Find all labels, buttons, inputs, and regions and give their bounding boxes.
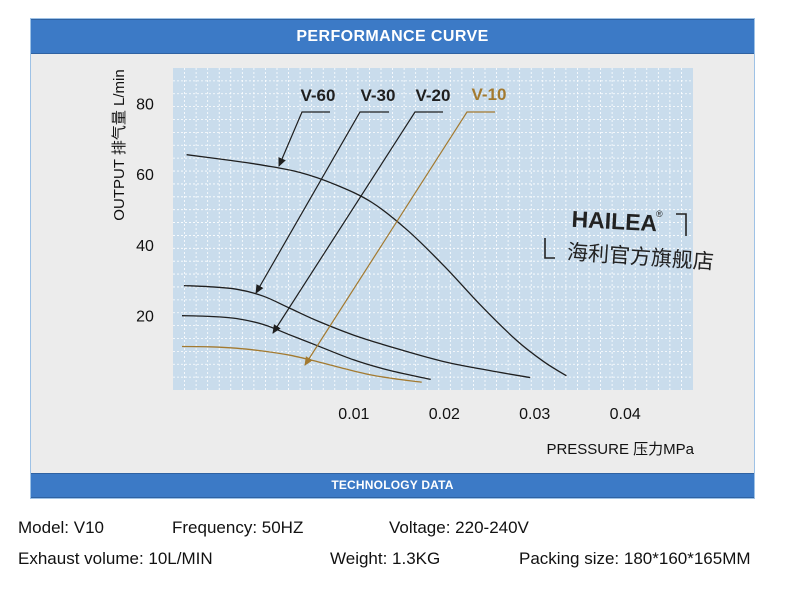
performance-curve-header: PERFORMANCE CURVE (31, 19, 754, 54)
y-tick-label: 20 (136, 309, 154, 326)
watermark-brand: HAILEA (571, 206, 658, 236)
technology-data-band: TECHNOLOGY DATA (31, 473, 754, 498)
legend-label-v-60: V-60 (301, 86, 336, 105)
y-tick-label: 80 (136, 96, 154, 113)
y-tick-label: 60 (136, 167, 154, 184)
series-line-v-30 (183, 284, 531, 379)
legend-leader-arrow-v-60 (278, 111, 330, 167)
watermark-corner-bracket (676, 213, 687, 236)
legend-leader-arrow-v-30 (255, 111, 389, 294)
y-axis-label: OUTPUT 排气量 L/min (111, 69, 128, 220)
watermark-registered: ® (656, 209, 663, 219)
series-line-v-60 (186, 154, 567, 377)
hailea-watermark: HAILEA®海利官方旗舰店 (544, 206, 715, 274)
x-tick-label: 0.01 (338, 406, 369, 423)
y-tick-label: 40 (136, 238, 154, 255)
series-line-v-10 (181, 345, 422, 383)
x-tick-label: 0.04 (610, 406, 641, 423)
legend-leader-arrow-v-10 (304, 111, 495, 366)
x-tick-label: 0.02 (429, 406, 460, 423)
legend-label-v-30: V-30 (361, 86, 396, 105)
legend-label-v-10: V-10 (472, 85, 507, 104)
legend-leader-arrow-v-20 (272, 111, 443, 334)
legend-label-v-20: V-20 (416, 86, 451, 105)
plot-area (173, 68, 693, 390)
series-line-v-20 (181, 315, 431, 381)
x-tick-label: 0.03 (519, 406, 550, 423)
x-axis-label: PRESSURE 压力MPa (546, 441, 694, 458)
watermark-corner-bracket (544, 238, 555, 259)
